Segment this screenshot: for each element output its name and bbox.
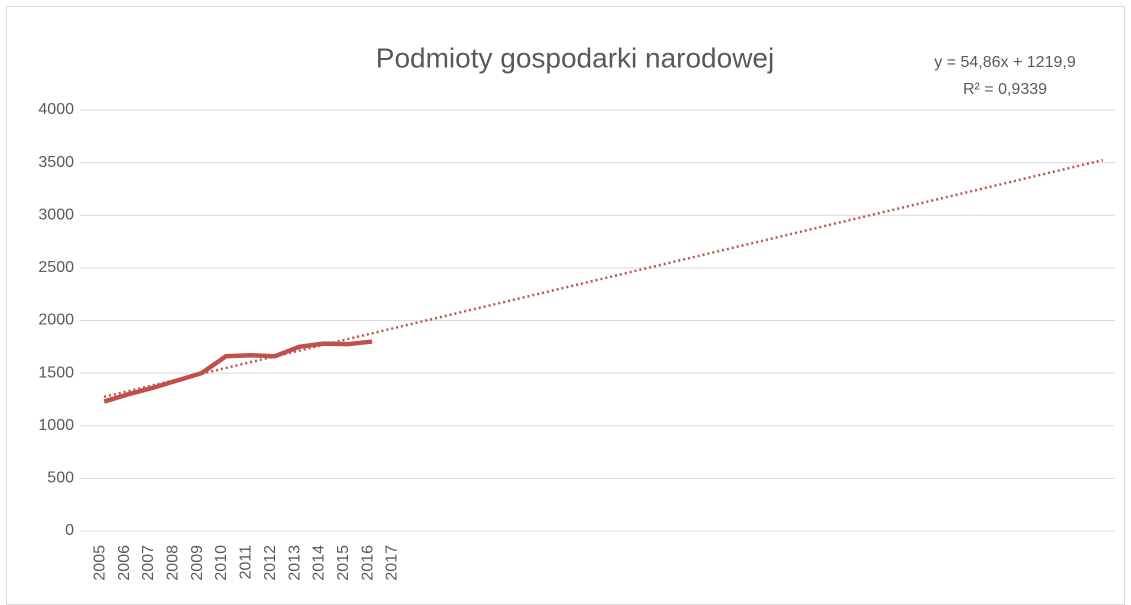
y-tick-label: 1000: [38, 417, 74, 434]
y-tick-label: 1500: [38, 364, 74, 381]
trend-r2: R² = 0,9339: [963, 81, 1047, 98]
x-tick-label: 2012: [262, 545, 279, 581]
x-tick-label: 2017: [384, 545, 401, 581]
y-tick-label: 3000: [38, 206, 74, 223]
y-tick-label: 2000: [38, 312, 74, 329]
x-tick-label: 2015: [335, 545, 352, 581]
y-tick-label: 0: [65, 522, 74, 539]
x-tick-label: 2013: [286, 545, 303, 581]
x-tick-label: 2005: [91, 545, 108, 581]
x-tick-label: 2014: [311, 545, 328, 581]
x-tick-label: 2016: [359, 545, 376, 581]
trend-line: [103, 158, 1104, 399]
trend-equation: y = 54,86x + 1219,9: [934, 54, 1076, 71]
y-tick-label: 3500: [38, 154, 74, 171]
x-tick-label: 2011: [238, 545, 255, 580]
chart-title: Podmioty gospodarki narodowej: [376, 42, 774, 73]
y-tick-label: 2500: [38, 259, 74, 276]
y-tick-label: 500: [47, 470, 74, 487]
x-tick-label: 2006: [116, 545, 133, 581]
x-tick-label: 2009: [189, 545, 206, 581]
x-tick-label: 2007: [140, 545, 157, 581]
line-series: [103, 339, 373, 404]
y-tick-label: 4000: [38, 101, 74, 118]
chart-frame: [6, 6, 1125, 605]
x-tick-label: 2010: [213, 545, 230, 581]
x-tick-label: 2008: [164, 545, 181, 581]
